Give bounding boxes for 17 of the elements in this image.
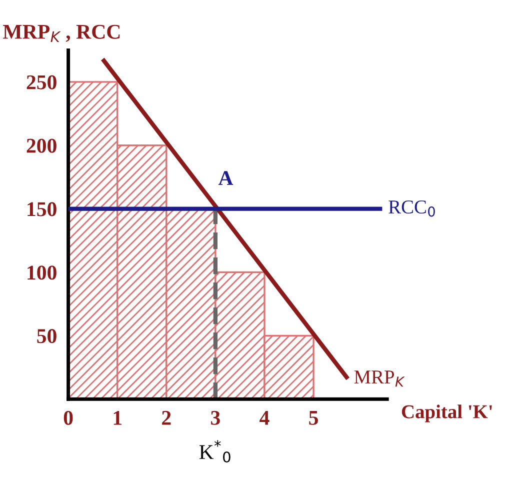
x-tick-label: 1 [114, 410, 122, 425]
y-tick-label: 250 [26, 75, 56, 90]
y-axis-title: MRP$_{K}$ , RCC [3, 24, 120, 42]
series-label: RCC$_{0}$ [388, 200, 435, 217]
x-tick-label: 5 [309, 411, 318, 425]
x-tick-label: 3 [211, 410, 220, 425]
x-axis-title: Capital 'K' [402, 404, 492, 422]
x-tick-label: 4 [260, 410, 270, 425]
series-label: MRP$_{K}$ [354, 370, 405, 387]
y-tick-label: 200 [26, 138, 56, 153]
y-tick-label: 150 [28, 202, 56, 216]
y-tick-label: 50 [37, 329, 56, 344]
annotation: A [218, 171, 234, 185]
annotation: K$^{*}$$_{0}$ [199, 440, 230, 463]
x-tick-label: 0 [64, 410, 73, 425]
y-tick-label: 100 [28, 266, 56, 280]
x-tick-label: 2 [162, 410, 171, 425]
